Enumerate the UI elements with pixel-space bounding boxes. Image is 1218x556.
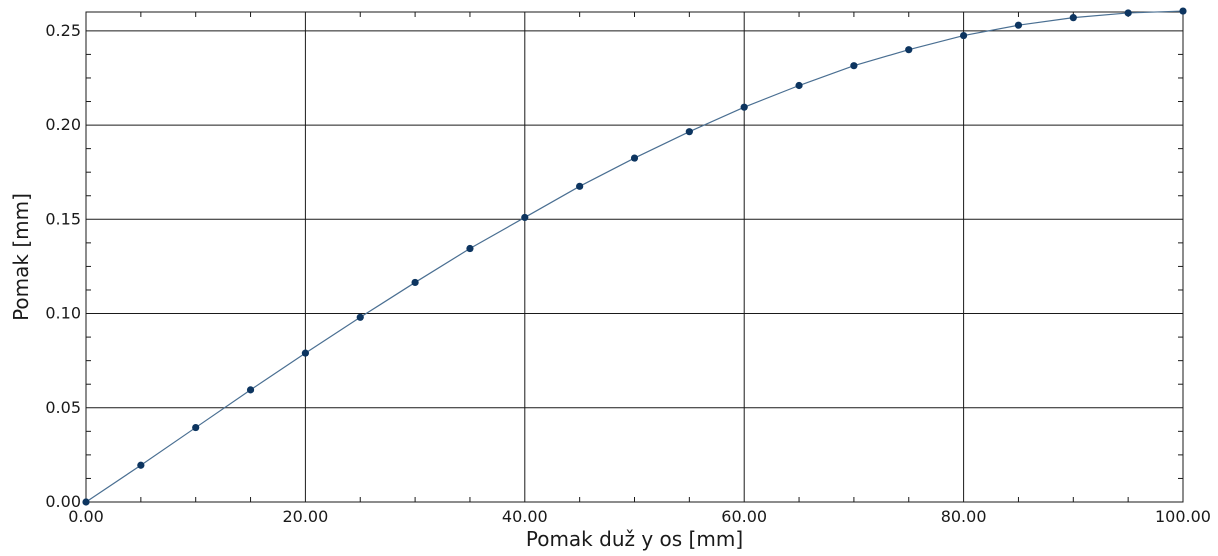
data-point (1014, 21, 1023, 29)
data-point (356, 313, 364, 321)
series-line (85, 10, 1184, 503)
data-point (246, 386, 255, 394)
data-point (905, 46, 913, 54)
y-axis-tick-labels: 0.00 0.05 0.10 0.15 0.20 0.25 (45, 21, 81, 511)
data-point (1069, 14, 1077, 22)
grid (85, 12, 1184, 503)
y-tick-label: 0.05 (45, 398, 81, 417)
x-tick-label: 100.00 (1155, 507, 1211, 526)
data-point (82, 498, 90, 506)
data-point (192, 423, 200, 432)
plot-area-frame (85, 11, 1184, 503)
x-tick-label: 80.00 (941, 507, 987, 526)
x-tick-label: 40.00 (502, 507, 548, 526)
data-point (1179, 7, 1187, 15)
y-tick-label: 0.20 (45, 115, 81, 134)
data-point (960, 31, 968, 40)
x-axis-tick-labels: 0.00 20.00 40.00 60.00 80.00 100.00 (68, 507, 1211, 526)
x-tick-label: 20.00 (282, 507, 328, 526)
data-point (1124, 9, 1132, 17)
data-point (795, 81, 803, 90)
y-tick-label: 0.10 (45, 304, 81, 323)
data-point (630, 154, 639, 162)
y-axis-title: Pomak [mm] (9, 193, 33, 321)
x-tick-label: 60.00 (721, 507, 767, 526)
x-axis-title: Pomak duž y os [mm] (526, 527, 743, 551)
data-point (521, 213, 529, 222)
data-point (850, 62, 858, 70)
x-tick-label: 0.00 (68, 507, 104, 526)
series-group (82, 7, 1187, 506)
data-point (137, 461, 145, 469)
y-tick-label: 0.25 (45, 21, 81, 40)
data-point (411, 278, 419, 287)
data-point (301, 349, 309, 357)
data-point (466, 244, 474, 253)
y-tick-label: 0.00 (45, 492, 81, 511)
y-tick-label: 0.15 (45, 209, 81, 228)
minor-ticks (86, 12, 1183, 502)
data-point (576, 182, 584, 190)
data-point (685, 128, 693, 136)
data-point (740, 103, 748, 111)
